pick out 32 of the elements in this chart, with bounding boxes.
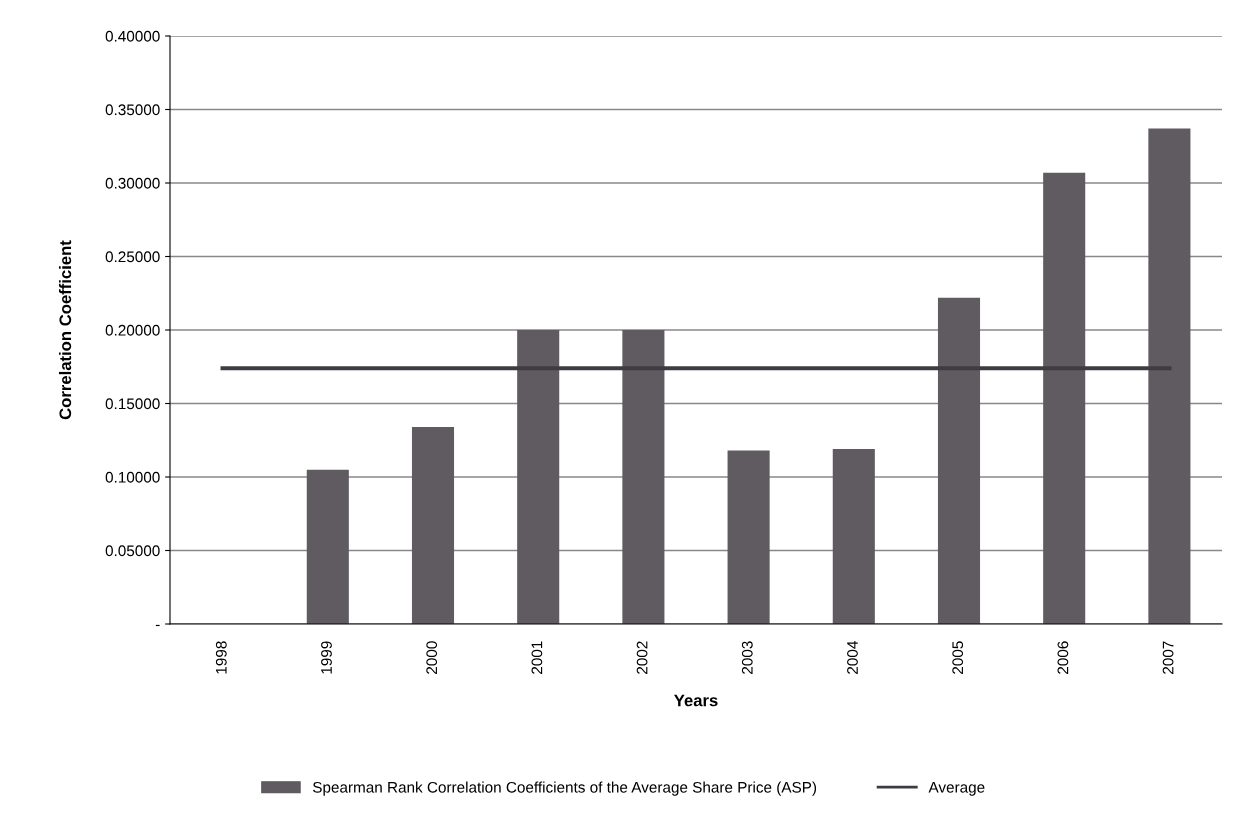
x-tick-label: 1999 — [321, 641, 332, 674]
bar — [1148, 128, 1191, 624]
legend-label: Spearman Rank Correlation Coefficients of the Average Share Price (ASP) — [312, 781, 817, 796]
x-tick-label: 2004 — [847, 641, 858, 674]
x-tick-label: 2006 — [1057, 641, 1069, 674]
y-tick-label: 0.20000 — [105, 324, 160, 336]
bar — [306, 469, 349, 624]
bar — [411, 427, 455, 624]
y-tick-label: 0.05000 — [105, 545, 160, 557]
legend-label: Average — [928, 782, 985, 796]
bar — [622, 330, 665, 624]
bar — [937, 297, 981, 624]
y-tick-label: 0.10000 — [105, 471, 160, 483]
x-tick-label: 2002 — [636, 641, 648, 674]
y-tick-label: 0.35000 — [105, 104, 160, 116]
x-tick-label: 2007 — [1162, 641, 1174, 674]
y-tick-label: 0.40000 — [105, 30, 160, 42]
x-tick-label: 1998 — [215, 641, 227, 674]
y-tick-label: 0.30000 — [105, 177, 160, 189]
x-axis-title: Years — [674, 694, 718, 707]
y-tick-label: 0.15000 — [105, 398, 160, 410]
y-tick-label: 0.25000 — [105, 251, 160, 263]
y-axis-title: Correlation Coefficient — [58, 240, 72, 420]
bar — [727, 450, 770, 624]
y-tick-label: - — [155, 624, 160, 627]
bar — [517, 330, 560, 624]
x-tick-label: 2000 — [426, 641, 438, 674]
bar — [1043, 172, 1086, 624]
x-tick-label: 2003 — [741, 641, 753, 674]
bar — [832, 449, 875, 624]
x-tick-label: 2001 — [531, 641, 543, 674]
x-tick-label: 2005 — [952, 641, 964, 674]
